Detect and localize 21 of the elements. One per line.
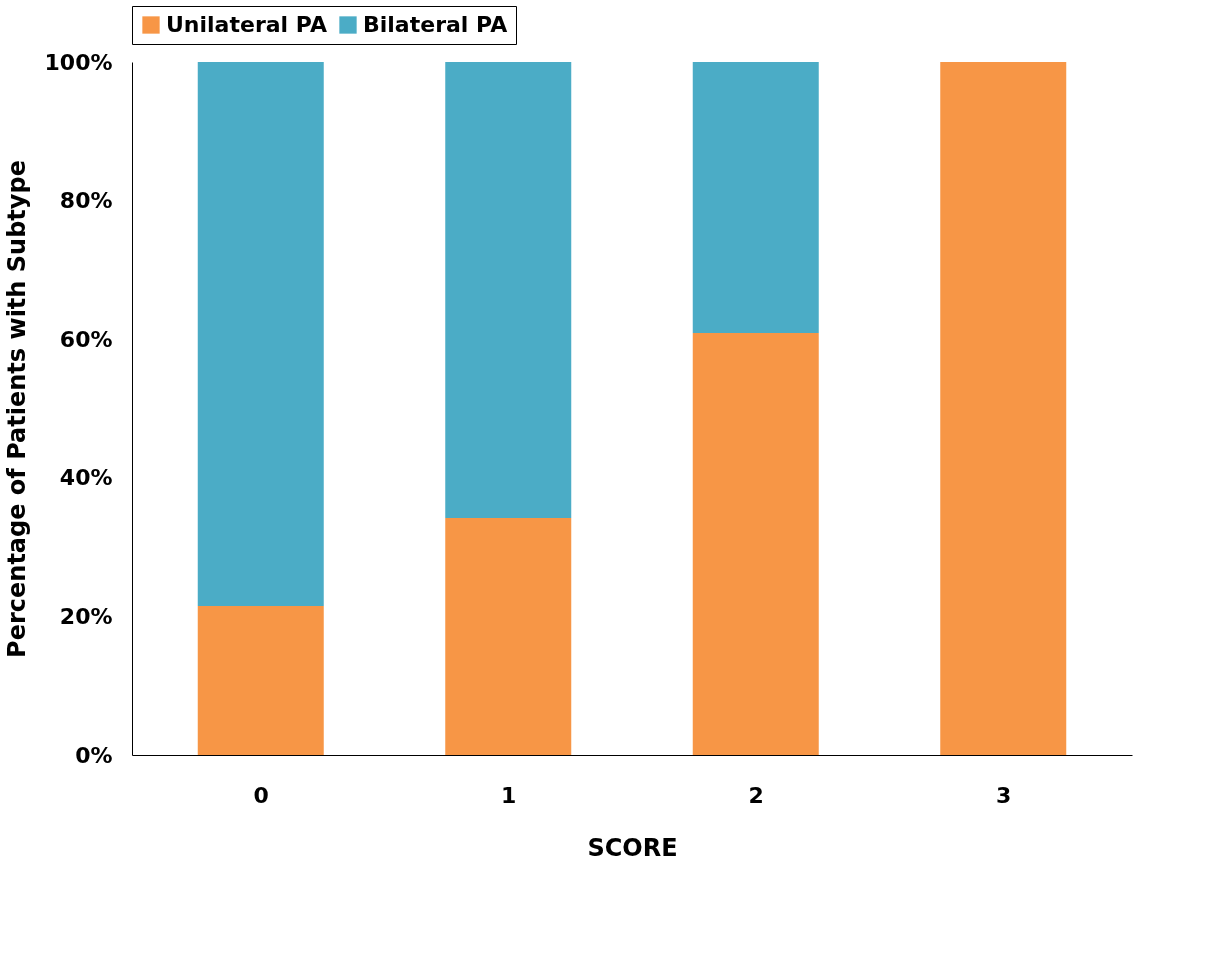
bar — [940, 62, 1067, 755]
x-tick-label: 3 — [996, 782, 1012, 808]
legend-label: Bilateral PA — [363, 12, 508, 37]
bar — [445, 517, 572, 755]
y-tick-label: 40% — [59, 465, 113, 491]
y-tick-label: 60% — [59, 326, 113, 352]
x-tick-label: 0 — [253, 782, 269, 808]
x-tick-label: 2 — [748, 782, 764, 808]
x-tick-label: 1 — [501, 782, 517, 808]
bar — [197, 606, 324, 755]
y-tick-label: 20% — [59, 603, 113, 629]
y-tick-label: 0% — [75, 742, 113, 768]
y-axis-title: Percentage of Patients with Subtype — [2, 160, 31, 658]
bar — [692, 332, 819, 755]
bar — [197, 62, 324, 607]
bar — [445, 62, 572, 518]
y-tick-label: 100% — [44, 49, 113, 75]
bar — [692, 62, 819, 333]
y-tick-label: 80% — [59, 188, 113, 214]
legend-label: Unilateral PA — [166, 12, 327, 37]
x-axis-title: SCORE — [587, 833, 678, 862]
